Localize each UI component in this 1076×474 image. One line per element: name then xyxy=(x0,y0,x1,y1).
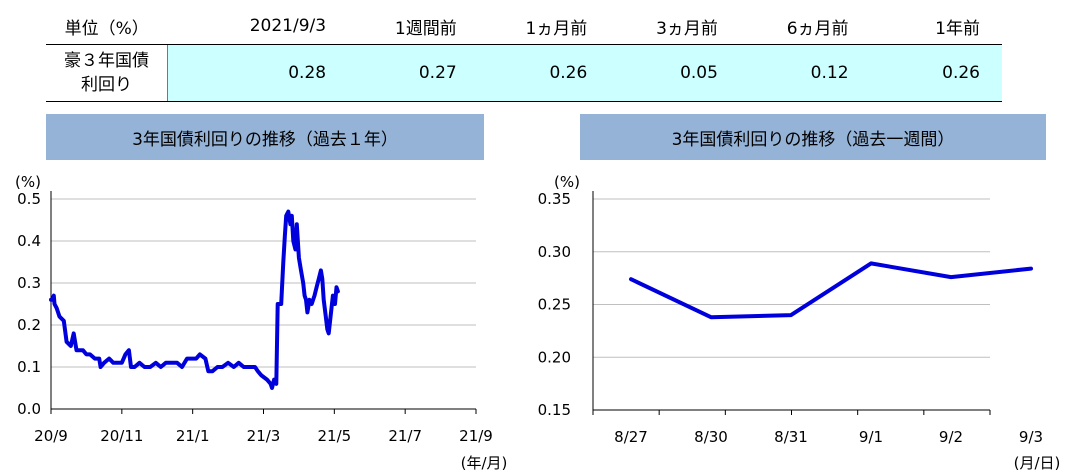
chart1-title: 3年国債利回りの推移（過去１年） xyxy=(46,114,484,160)
y-tick-label: 0.35 xyxy=(538,190,571,208)
table-row: 豪３年国債 利回り 0.28 0.27 0.26 0.05 0.12 0.26 xyxy=(46,44,1002,102)
chart2-title: 3年国債利回りの推移（過去一週間） xyxy=(580,114,1046,160)
x-tick-label: 8/30 xyxy=(694,428,728,446)
col-header: 6ヵ月前 xyxy=(739,8,871,45)
table-cell: 0.28 xyxy=(167,44,349,102)
x-tick-label: 21/3 xyxy=(247,427,281,445)
y-axis-unit: (%) xyxy=(554,173,580,191)
x-tick-label: 21/7 xyxy=(388,427,422,445)
y-tick-label: 0.0 xyxy=(17,400,41,418)
x-tick-label: 9/1 xyxy=(859,428,883,446)
y-tick-label: 0.5 xyxy=(17,190,41,208)
col-header: 2021/9/3 xyxy=(167,8,349,45)
y-tick-label: 0.3 xyxy=(17,274,41,292)
y-tick-label: 0.15 xyxy=(538,401,571,419)
x-tick-label: 8/31 xyxy=(774,428,808,446)
table-cell: 0.26 xyxy=(478,44,610,102)
yield-summary-table: 単位（%） 2021/9/3 1週間前 1ヵ月前 3ヵ月前 6ヵ月前 1年前 豪… xyxy=(46,8,1002,102)
col-header: 1年前 xyxy=(870,8,1002,45)
y-tick-label: 0.30 xyxy=(538,243,571,261)
x-tick-label: 21/1 xyxy=(176,427,210,445)
x-axis-unit: (月/日) xyxy=(1014,454,1061,472)
x-axis-unit: (年/月) xyxy=(461,454,508,472)
x-tick-label: 8/27 xyxy=(614,428,648,446)
table-cell: 0.05 xyxy=(609,44,740,102)
col-header: 3ヵ月前 xyxy=(609,8,740,45)
row-label-line2: 利回り xyxy=(80,75,132,95)
y-tick-label: 0.2 xyxy=(17,316,41,334)
series-line xyxy=(629,261,1033,320)
col-header: 1週間前 xyxy=(348,8,479,45)
y-tick-label: 0.20 xyxy=(538,348,571,366)
x-tick-label: 21/5 xyxy=(317,427,351,445)
table-cell: 0.12 xyxy=(739,44,871,102)
table-cell: 0.26 xyxy=(870,44,1002,102)
table-cell: 0.27 xyxy=(348,44,479,102)
row-label-line1: 豪３年国債 xyxy=(63,51,149,71)
col-header: 1ヵ月前 xyxy=(478,8,610,45)
x-tick-label: 20/9 xyxy=(34,427,68,445)
row-label: 豪３年国債 利回り xyxy=(46,44,168,102)
x-tick-label: 9/2 xyxy=(939,428,963,446)
y-axis-unit: (%) xyxy=(15,173,41,191)
x-tick-label: 9/3 xyxy=(1019,428,1043,446)
series-line xyxy=(49,209,340,390)
unit-label: 単位（%） xyxy=(46,8,168,45)
table-header-row: 単位（%） 2021/9/3 1週間前 1ヵ月前 3ヵ月前 6ヵ月前 1年前 xyxy=(46,8,1002,45)
x-tick-label: 21/9 xyxy=(459,427,493,445)
y-tick-label: 0.25 xyxy=(538,296,571,314)
y-tick-label: 0.4 xyxy=(17,232,41,250)
y-tick-label: 0.1 xyxy=(17,358,41,376)
x-tick-label: 20/11 xyxy=(100,427,143,445)
